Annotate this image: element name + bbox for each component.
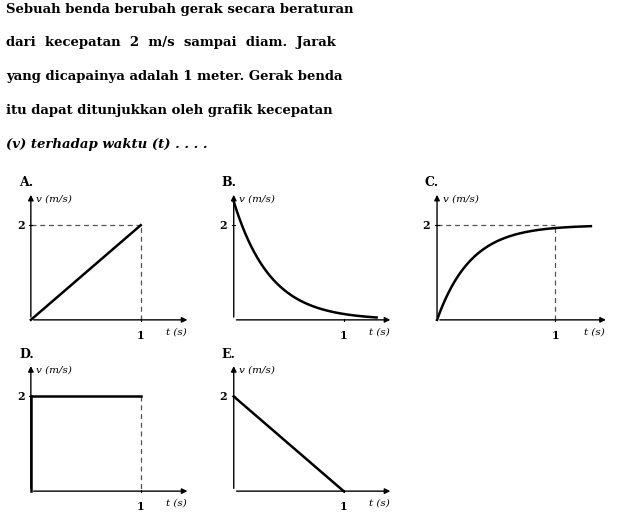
Text: D.: D.: [19, 348, 34, 361]
Text: 2: 2: [422, 220, 430, 230]
Text: t (s): t (s): [585, 327, 605, 336]
Text: dari  kecepatan  2  m/s  sampai  diam.  Jarak: dari kecepatan 2 m/s sampai diam. Jarak: [6, 36, 336, 49]
Text: t (s): t (s): [166, 327, 187, 336]
Text: t (s): t (s): [166, 499, 187, 508]
Text: v (m/s): v (m/s): [239, 195, 275, 203]
Text: Sebuah benda berubah gerak secara beraturan: Sebuah benda berubah gerak secara beratu…: [6, 3, 354, 16]
Text: 1: 1: [137, 501, 145, 512]
Text: E.: E.: [222, 348, 236, 361]
Text: itu dapat ditunjukkan oleh grafik kecepatan: itu dapat ditunjukkan oleh grafik kecepa…: [6, 104, 333, 117]
Text: 2: 2: [17, 391, 25, 402]
Text: (v) terhadap waktu (t) . . . .: (v) terhadap waktu (t) . . . .: [6, 138, 208, 151]
Text: t (s): t (s): [369, 327, 390, 336]
Text: v (m/s): v (m/s): [36, 366, 72, 375]
Text: yang dicapainya adalah 1 meter. Gerak benda: yang dicapainya adalah 1 meter. Gerak be…: [6, 70, 343, 83]
Text: v (m/s): v (m/s): [443, 195, 479, 203]
Text: v (m/s): v (m/s): [36, 195, 72, 203]
Text: 1: 1: [340, 330, 347, 341]
Text: B.: B.: [222, 176, 237, 189]
Text: 1: 1: [137, 330, 145, 341]
Text: 2: 2: [17, 220, 25, 230]
Text: 1: 1: [552, 330, 559, 341]
Text: A.: A.: [19, 176, 33, 189]
Text: C.: C.: [425, 176, 439, 189]
Text: v (m/s): v (m/s): [239, 366, 275, 375]
Text: t (s): t (s): [369, 499, 390, 508]
Text: 2: 2: [220, 220, 228, 230]
Text: 1: 1: [340, 501, 347, 512]
Text: 2: 2: [220, 391, 228, 402]
